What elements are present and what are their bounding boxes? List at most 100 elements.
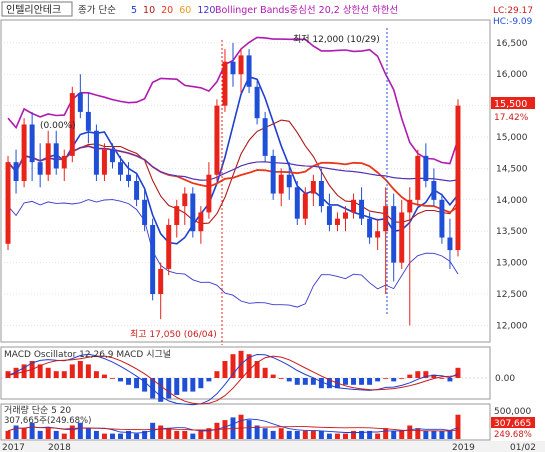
volume-bar <box>182 430 188 439</box>
macd-bar <box>45 367 51 378</box>
volume-bar <box>431 430 437 439</box>
candle <box>334 212 340 232</box>
macd-bar <box>85 364 91 378</box>
stock-name: 인텔리안테크 <box>6 4 61 16</box>
volume-bar <box>142 430 148 439</box>
candle <box>85 93 91 144</box>
candle <box>318 168 324 213</box>
candle <box>375 218 381 251</box>
macd-bar <box>150 378 156 399</box>
candle <box>118 155 123 181</box>
volume-bar <box>198 430 204 439</box>
stock-name-box[interactable] <box>1 1 73 17</box>
macd-bar <box>294 378 300 385</box>
volume-bar <box>238 414 244 439</box>
candle <box>399 199 405 269</box>
volume-sub-label: 307,665주(249.68%) <box>4 416 91 426</box>
candle <box>69 86 75 163</box>
candle <box>190 187 196 238</box>
macd-bar <box>230 354 236 378</box>
macd-bar <box>310 378 316 385</box>
macd-signal-line <box>7 355 459 405</box>
volume-bar <box>294 430 300 439</box>
volume-bar <box>166 428 172 439</box>
ma-line-5 <box>7 75 459 245</box>
volume-bar <box>5 430 11 439</box>
volume-bar <box>29 422 35 439</box>
macd-bar <box>254 361 260 378</box>
volume-bar <box>334 433 340 439</box>
macd-bar <box>439 378 445 379</box>
macd-bar <box>383 378 389 379</box>
candle <box>53 130 59 175</box>
y-tick-label: 12,000 <box>496 321 528 331</box>
candle <box>254 80 260 125</box>
ma-period-20: 20 <box>161 5 173 16</box>
volume-bar <box>61 433 67 439</box>
macd-bar <box>174 378 180 395</box>
macd-bar <box>222 361 228 378</box>
volume-label: 거래량 단순 5 20 <box>4 404 71 416</box>
candle <box>351 193 357 219</box>
volume-bar <box>375 433 381 439</box>
volume-bar <box>13 425 19 439</box>
macd-bar <box>118 378 123 382</box>
candle <box>29 111 35 181</box>
volume-bar <box>126 430 132 439</box>
volume-bar <box>21 428 27 439</box>
macd-bar <box>343 378 348 385</box>
volume-bar <box>447 430 453 439</box>
candle <box>423 143 429 188</box>
volume-bar <box>254 425 260 439</box>
volume-bar <box>69 425 75 439</box>
volume-bar <box>367 430 373 439</box>
volume-bar <box>278 428 284 439</box>
volume-bar <box>45 428 51 439</box>
volume-bar <box>415 428 421 439</box>
macd-bar <box>302 378 308 385</box>
volume-bar <box>214 422 220 439</box>
candle <box>359 187 365 225</box>
candle <box>270 149 276 200</box>
volume-bar <box>246 420 252 439</box>
x-label-2019: 2019 <box>452 443 475 452</box>
candle <box>447 218 453 269</box>
candle <box>302 187 308 225</box>
volume-bar <box>109 433 115 439</box>
volume-bar <box>302 430 308 439</box>
candle <box>13 149 19 194</box>
macd-bar <box>423 371 429 378</box>
candle <box>230 42 236 87</box>
volume-value-text: 307,665 <box>494 419 531 429</box>
macd-bar <box>93 371 99 378</box>
volume-bar <box>93 430 99 439</box>
volume-bar <box>85 428 91 439</box>
macd-bar <box>407 374 413 378</box>
macd-bar <box>37 364 43 378</box>
candles <box>5 42 461 326</box>
volume-pct-text: 249.68% <box>494 430 532 440</box>
volume-top-label: 500,000 <box>494 407 531 417</box>
macd-bar <box>206 378 212 382</box>
candle <box>182 187 188 225</box>
volume-value-tag <box>491 417 535 428</box>
macd-bar <box>262 367 268 378</box>
volume-bar <box>262 428 268 439</box>
macd-bar <box>415 371 421 378</box>
volume-bar <box>359 430 365 439</box>
macd-lines <box>7 353 459 406</box>
macd-bar <box>455 367 461 378</box>
candle <box>101 143 107 181</box>
volume-bar <box>407 425 413 439</box>
y-tick-label: 13,500 <box>496 227 528 237</box>
macd-bar <box>286 378 292 382</box>
y-tick-label: 14,000 <box>496 196 528 206</box>
volume-ma20 <box>7 426 459 432</box>
candle <box>142 187 148 232</box>
price-pct-text: 17.42% <box>494 113 529 123</box>
volume-bar <box>351 430 357 439</box>
candle <box>93 124 99 181</box>
macd-bar <box>278 378 284 379</box>
volume-bar <box>158 425 164 439</box>
